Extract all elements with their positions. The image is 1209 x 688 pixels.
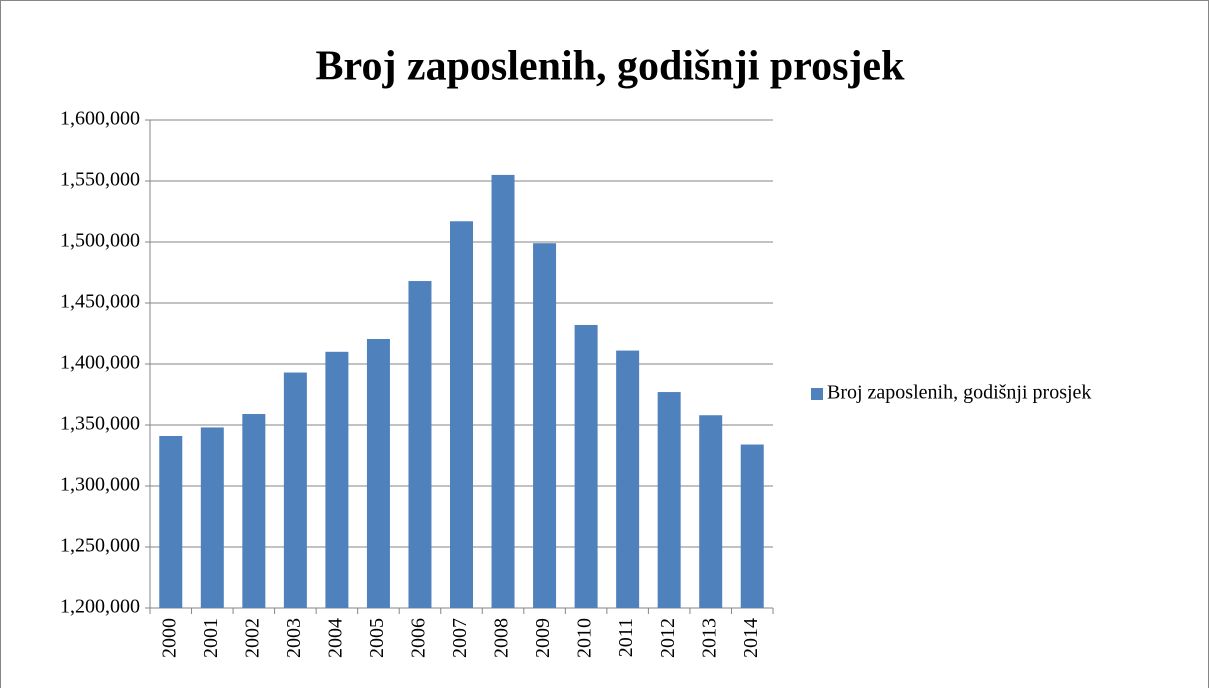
x-tick-label: 2000: [158, 618, 180, 658]
bar: [200, 427, 224, 608]
y-tick-label: 1,550,000: [60, 169, 140, 191]
bar: [242, 414, 266, 608]
legend-marker: [811, 388, 823, 400]
x-tick-label: 2006: [408, 618, 430, 658]
y-tick-label: 1,300,000: [60, 474, 140, 496]
bar: [699, 415, 723, 608]
x-tick-label: 2003: [283, 618, 305, 658]
x-tick-label: 2001: [200, 618, 222, 658]
y-tick-label: 1,350,000: [60, 413, 140, 435]
y-tick-label: 1,250,000: [60, 535, 140, 557]
bar: [325, 351, 349, 608]
bar: [657, 392, 681, 608]
chart-title: Broj zaposlenih, godišnji prosjek: [316, 44, 906, 90]
x-tick-label: 2010: [574, 618, 596, 658]
x-tick-label: 2011: [615, 618, 637, 657]
bar: [450, 221, 473, 608]
x-tick-label: 2005: [366, 618, 388, 658]
bar: [366, 338, 390, 608]
y-tick-label: 1,400,000: [60, 352, 140, 374]
x-tick-label: 2002: [241, 618, 263, 658]
x-tick-label: 2013: [698, 618, 720, 658]
bar: [408, 281, 432, 608]
x-tick-label: 2009: [532, 618, 554, 658]
bar: [740, 444, 764, 608]
x-tick-label: 2008: [491, 618, 513, 658]
bar: [491, 174, 515, 608]
legend-label: Broj zaposlenih, godišnji prosjek: [827, 382, 1091, 404]
bar: [616, 350, 640, 608]
bar: [574, 324, 598, 608]
x-tick-label: 2014: [740, 618, 762, 658]
y-tick-label: 1,500,000: [60, 230, 140, 252]
bar: [533, 243, 557, 608]
y-tick-label: 1,200,000: [60, 596, 140, 618]
y-tick-label: 1,450,000: [60, 291, 140, 313]
x-tick-label: 2012: [657, 618, 679, 658]
x-tick-label: 2004: [324, 618, 346, 658]
y-tick-label: 1,600,000: [60, 108, 140, 130]
bar: [159, 435, 183, 608]
x-tick-label: 2007: [449, 618, 471, 658]
bar: [283, 372, 307, 608]
